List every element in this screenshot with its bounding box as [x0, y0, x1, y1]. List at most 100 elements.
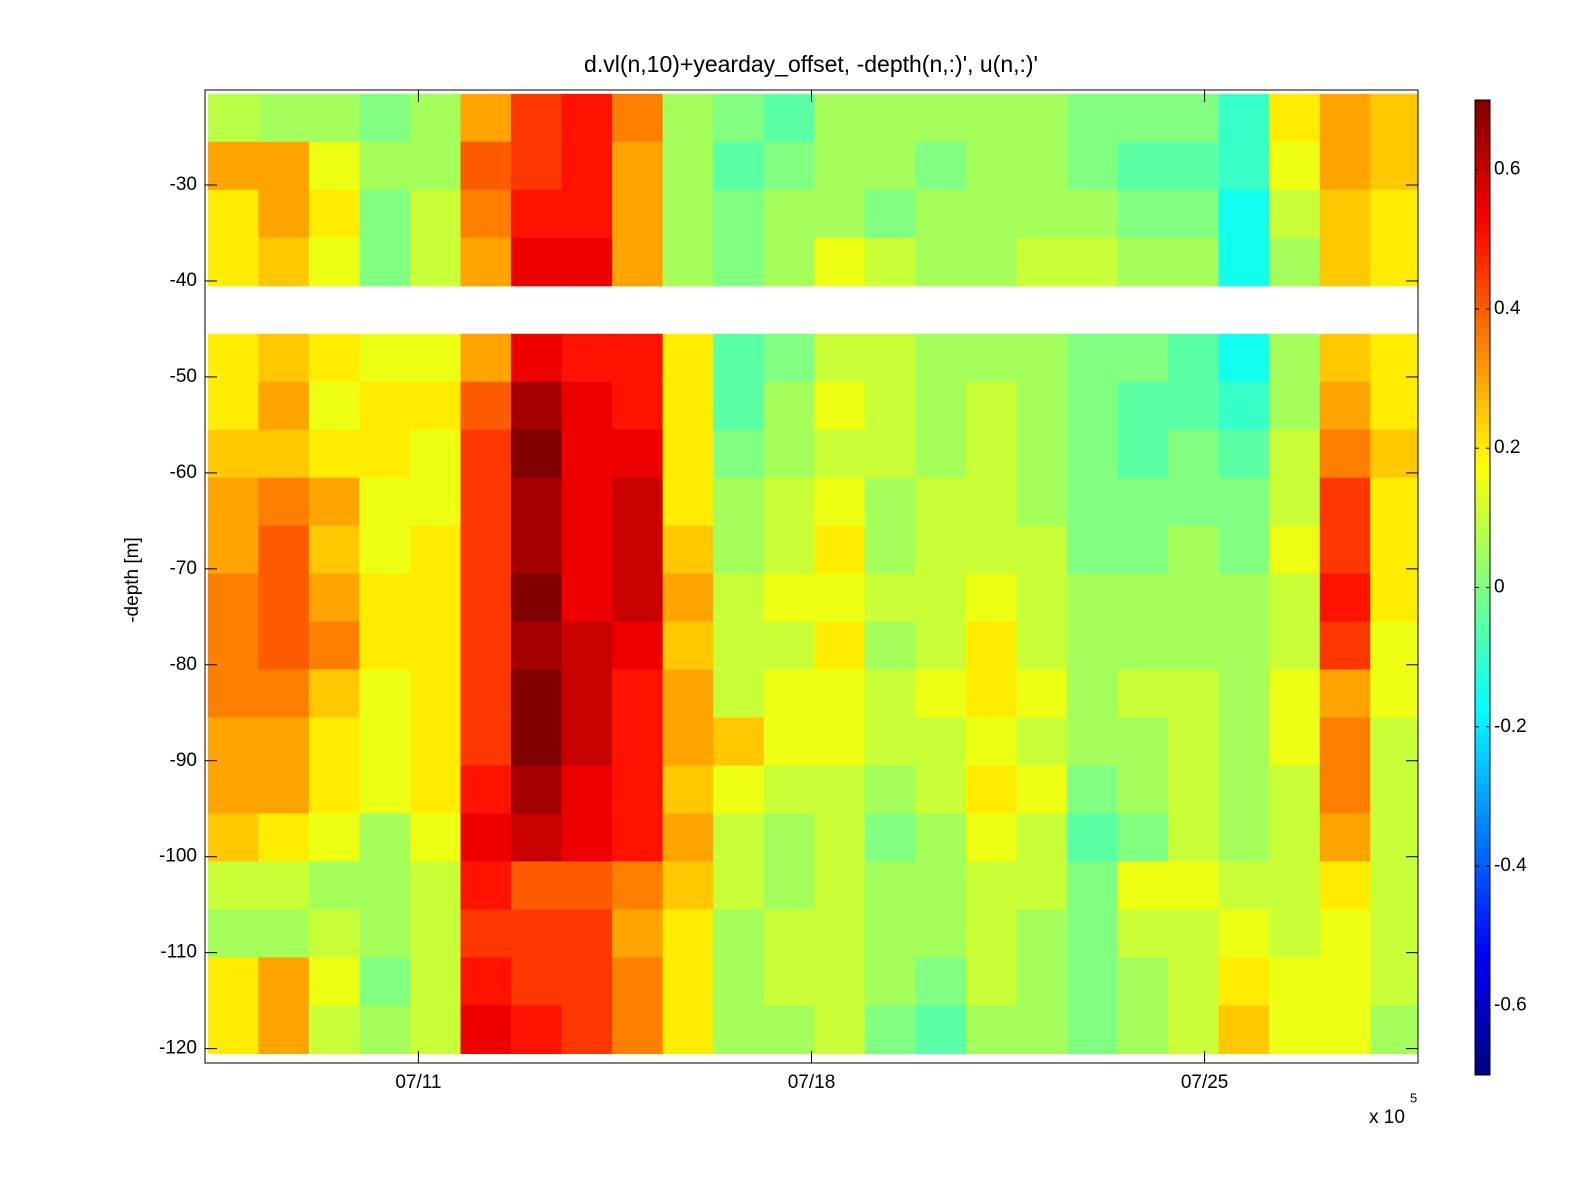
heatmap-cell: [612, 237, 664, 287]
heatmap-cell: [460, 237, 512, 287]
heatmap-cell: [359, 333, 411, 383]
heatmap-cell: [1016, 765, 1068, 815]
heatmap-cell: [763, 813, 815, 863]
heatmap-cell: [460, 573, 512, 623]
heatmap-cell: [1067, 621, 1119, 671]
heatmap-cell: [511, 621, 563, 671]
heatmap-cell: [460, 93, 512, 143]
heatmap-cell: [864, 333, 916, 383]
heatmap-cell: [1218, 621, 1270, 671]
heatmap-cell: [511, 189, 563, 239]
heatmap-cell: [359, 957, 411, 1007]
heatmap-cell: [965, 237, 1018, 287]
heatmap-cell: [1168, 189, 1220, 239]
heatmap-cell: [207, 813, 259, 863]
heatmap-cell: [662, 333, 714, 383]
heatmap-cell: [713, 765, 765, 815]
heatmap-cell: [915, 477, 967, 527]
heatmap-cell: [612, 621, 664, 671]
heatmap-cell: [814, 813, 866, 863]
heatmap-cell: [965, 813, 1018, 863]
heatmap-cell: [612, 765, 664, 815]
heatmap-cell: [662, 381, 714, 431]
heatmap-cell: [814, 333, 866, 383]
heatmap-cell: [1370, 717, 1418, 767]
heatmap-cell: [612, 333, 664, 383]
heatmap-cell: [965, 381, 1018, 431]
heatmap-cell: [1218, 525, 1270, 575]
heatmap-cell: [965, 621, 1018, 671]
heatmap-cell: [1269, 525, 1321, 575]
heatmap-cell: [460, 957, 512, 1007]
heatmap-cell: [561, 861, 613, 911]
heatmap-cell: [511, 765, 563, 815]
heatmap-cell: [207, 525, 259, 575]
heatmap-cell: [1218, 141, 1270, 191]
heatmap-cell: [511, 717, 563, 767]
heatmap-cell: [1168, 765, 1220, 815]
colorbar-tick-label: -0.4: [1494, 855, 1527, 876]
heatmap-cell: [1370, 957, 1418, 1007]
heatmap-cell: [1168, 669, 1220, 719]
y-tick-label: -70: [170, 558, 197, 579]
heatmap-cell: [864, 861, 916, 911]
heatmap-cells: [207, 93, 1418, 1055]
heatmap-cell: [258, 909, 310, 959]
heatmap-cell: [1067, 93, 1119, 143]
heatmap-cell: [511, 141, 563, 191]
heatmap-cell: [359, 381, 411, 431]
heatmap-cell: [258, 957, 310, 1007]
heatmap-cell: [1269, 93, 1321, 143]
heatmap-cell: [561, 333, 613, 383]
heatmap-cell: [1067, 669, 1119, 719]
heatmap-cell: [308, 909, 361, 959]
heatmap-cell: [1218, 717, 1270, 767]
heatmap-cell: [460, 765, 512, 815]
heatmap-cell: [814, 765, 866, 815]
heatmap-cell: [1319, 621, 1371, 671]
heatmap-cell: [1016, 237, 1068, 287]
heatmap-cell: [965, 141, 1018, 191]
x-multiplier-exponent: 5: [1410, 1090, 1417, 1105]
heatmap-cell: [1370, 141, 1418, 191]
heatmap-cell: [612, 957, 664, 1007]
heatmap-cell: [409, 717, 462, 767]
heatmap-cell: [965, 909, 1018, 959]
heatmap-cell: [207, 189, 259, 239]
heatmap-cell: [612, 381, 664, 431]
heatmap-cell: [965, 1005, 1018, 1055]
heatmap-cell: [460, 909, 512, 959]
heatmap-cell: [1269, 717, 1321, 767]
heatmap-cell: [1370, 621, 1418, 671]
heatmap-cell: [864, 1005, 916, 1055]
heatmap-cell: [814, 237, 866, 287]
heatmap-cell: [864, 381, 916, 431]
heatmap-cell: [915, 189, 967, 239]
heatmap-cell: [1067, 477, 1119, 527]
heatmap-cell: [561, 381, 613, 431]
heatmap-cell: [1016, 381, 1068, 431]
heatmap-cell: [460, 477, 512, 527]
heatmap-cell: [1319, 909, 1371, 959]
heatmap-cell: [713, 429, 765, 479]
heatmap-cell: [965, 93, 1018, 143]
heatmap-cell: [864, 477, 916, 527]
heatmap-cell: [1218, 861, 1270, 911]
heatmap-cell: [763, 573, 815, 623]
heatmap-cell: [1117, 669, 1169, 719]
heatmap-cell: [763, 621, 815, 671]
heatmap-cell: [258, 669, 310, 719]
heatmap-cell: [207, 957, 259, 1007]
heatmap-cell: [612, 189, 664, 239]
x-tick-label: 07/25: [1181, 1072, 1229, 1093]
heatmap-cell: [258, 861, 310, 911]
heatmap-cell: [207, 429, 259, 479]
heatmap-cell: [561, 1005, 613, 1055]
heatmap-cell: [460, 141, 512, 191]
heatmap-cell: [814, 909, 866, 959]
heatmap-cell: [612, 717, 664, 767]
heatmap-cell: [1016, 141, 1068, 191]
heatmap-cell: [864, 957, 916, 1007]
heatmap-cell: [1370, 861, 1418, 911]
heatmap-cell: [1319, 141, 1371, 191]
